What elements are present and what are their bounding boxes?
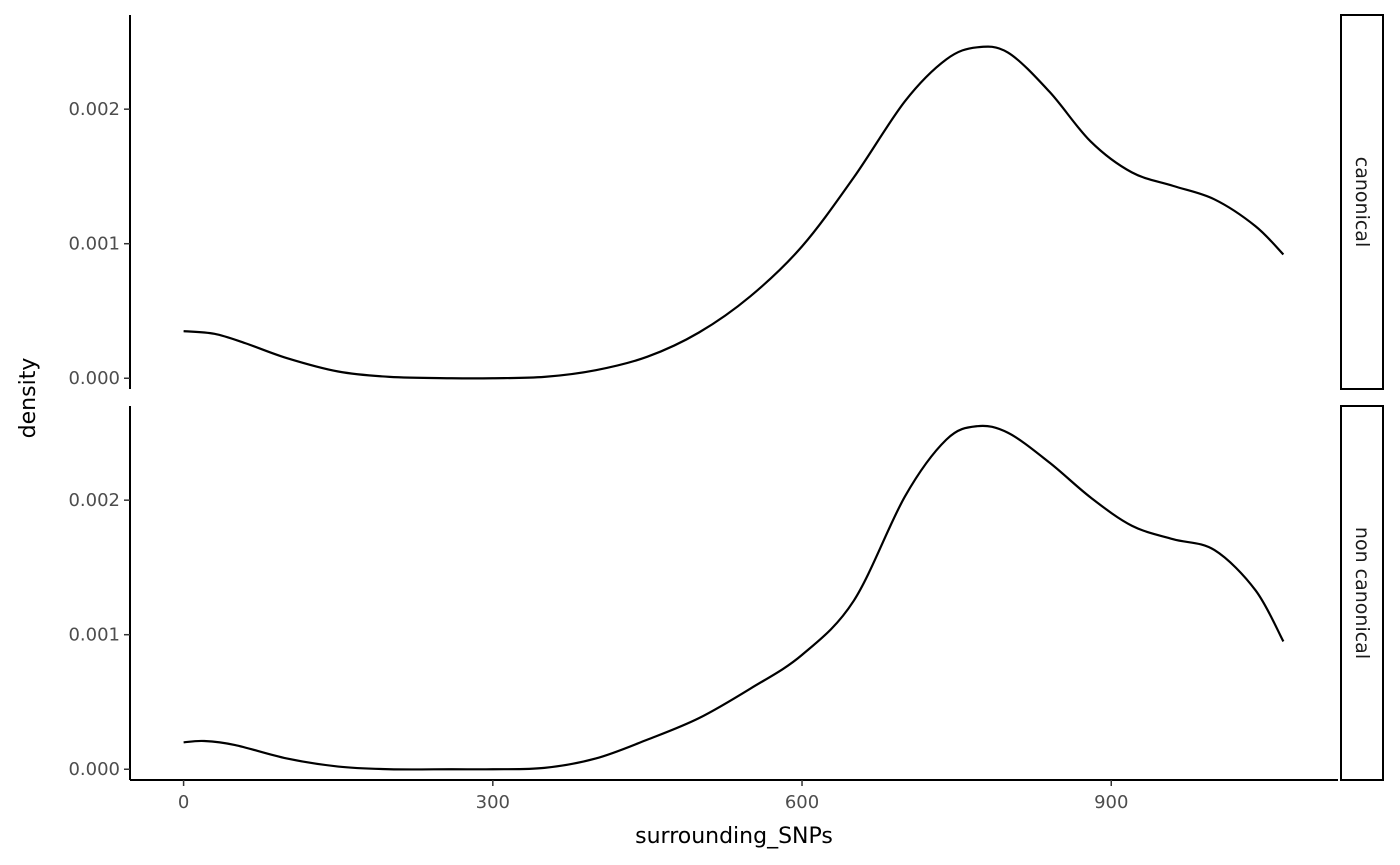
x-axis-title: surrounding_SNPs xyxy=(635,824,833,849)
y-tick-label: 0.000 xyxy=(68,759,120,780)
y-tick-label: 0.002 xyxy=(68,490,120,511)
x-tick-label: 0 xyxy=(178,792,189,813)
facet-panel-2: 0.000 0.001 0.002 non canonical xyxy=(68,405,1384,781)
density-curve-1 xyxy=(183,45,1285,380)
y-tick-label: 0.002 xyxy=(68,99,120,120)
y-tick-label: 0.000 xyxy=(68,368,120,389)
x-tick-label: 900 xyxy=(1094,792,1128,813)
x-axis: 0 300 600 900 xyxy=(130,779,1338,813)
facet-strip-label: non canonical xyxy=(1351,527,1373,659)
facet-strip-2 xyxy=(1340,405,1384,781)
facet-strip-1 xyxy=(1340,14,1384,390)
y-tick-label: 0.001 xyxy=(68,625,120,646)
x-tick-label: 600 xyxy=(785,792,819,813)
facet-panel-1: 0.000 0.001 0.002 canonical xyxy=(68,14,1384,390)
y-tick-label: 0.001 xyxy=(68,234,120,255)
y-axis-title: density xyxy=(16,358,41,439)
x-tick-label: 300 xyxy=(476,792,510,813)
facet-strip-label: canonical xyxy=(1351,157,1373,247)
density-curve-2 xyxy=(183,424,1285,771)
facet-panels: 0.000 0.001 0.002 canonical 0.000 0.001 0.002 n… xyxy=(68,14,1384,781)
